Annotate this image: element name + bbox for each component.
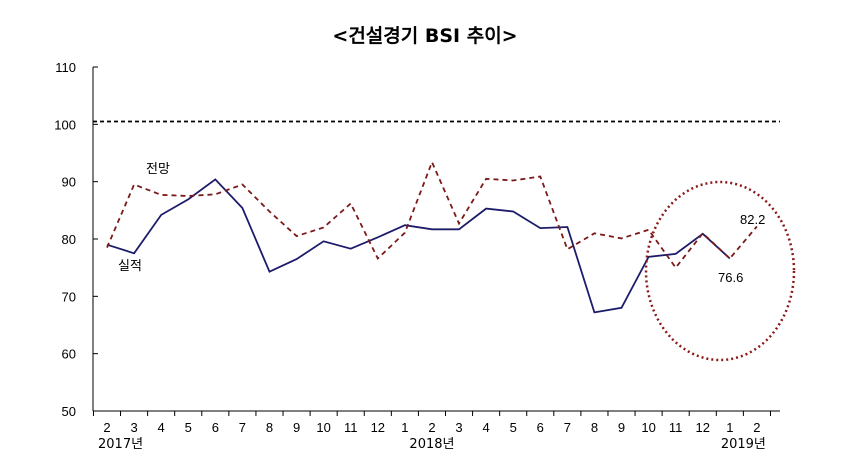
y-tick-label: 110 [55, 60, 76, 75]
x-tick-label: 4 [158, 420, 165, 435]
forecast-series-line [106, 159, 758, 270]
x-tick-label: 11 [669, 420, 683, 435]
x-tick-label: 9 [618, 420, 625, 435]
annotation-76-6: 76.6 [718, 270, 743, 285]
y-tick-label: 100 [54, 117, 76, 132]
highlight-ellipse [644, 180, 796, 362]
x-tick-label: 5 [510, 420, 517, 435]
year-label: 2018년 [409, 437, 454, 452]
annotation-82-2: 82.2 [740, 212, 765, 227]
x-tick-label: 11 [344, 420, 358, 435]
y-tick-label: 50 [62, 404, 76, 419]
x-tick-label: 12 [696, 420, 710, 435]
x-tick-label: 1 [401, 420, 408, 435]
x-tick-label: 8 [591, 420, 598, 435]
chart-title: <건설경기 BSI 추이> [332, 25, 517, 47]
x-tick-label: 2 [753, 420, 760, 435]
y-tick-label: 90 [62, 175, 76, 190]
x-tick-label: 6 [537, 420, 544, 435]
year-label: 2019년 [721, 437, 766, 452]
x-tick-label: 5 [185, 420, 192, 435]
actual-series-line [106, 178, 731, 314]
x-tick-label: 2 [428, 420, 435, 435]
x-tick-label: 9 [293, 420, 300, 435]
x-tick-label: 4 [483, 420, 490, 435]
forecast-series-label: 전망 [146, 162, 170, 177]
x-tick-label: 1 [726, 420, 733, 435]
x-tick-label: 8 [266, 420, 273, 435]
x-tick-label: 3 [455, 420, 462, 435]
x-tick-label: 10 [316, 420, 330, 435]
x-tick-label: 2 [103, 420, 110, 435]
x-tick-label: 10 [641, 420, 655, 435]
y-tick-label: 80 [62, 232, 76, 247]
x-tick-label: 12 [371, 420, 385, 435]
y-tick-label: 70 [62, 289, 76, 304]
x-tick-label: 6 [212, 420, 219, 435]
actual-series-label: 실적 [118, 259, 142, 274]
year-label: 2017년 [98, 437, 143, 452]
x-tick-label: 3 [130, 420, 137, 435]
x-tick-label: 7 [239, 420, 246, 435]
x-tick-label: 7 [564, 420, 571, 435]
y-tick-label: 60 [62, 347, 76, 362]
